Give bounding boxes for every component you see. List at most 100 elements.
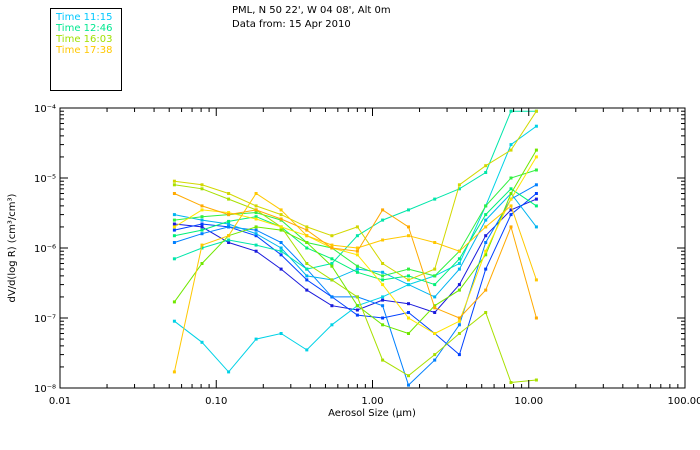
data-point [534, 168, 538, 172]
data-point [534, 109, 538, 113]
data-point [534, 204, 538, 208]
data-point [534, 183, 538, 187]
data-point [484, 204, 488, 208]
data-point [381, 358, 385, 362]
data-point [484, 213, 488, 217]
data-point [254, 211, 258, 215]
data-point [227, 241, 231, 244]
data-point [227, 222, 231, 226]
data-point [407, 274, 410, 278]
data-point [305, 241, 309, 244]
data-point [407, 383, 410, 387]
data-point [305, 267, 309, 271]
data-point [484, 288, 488, 292]
data-point [509, 204, 513, 208]
legend-entry: Time 12:46 [56, 23, 113, 34]
data-point [407, 316, 410, 320]
legend-entry: Time 17:38 [56, 45, 113, 56]
data-point [407, 234, 410, 238]
data-point [330, 304, 334, 308]
data-point [484, 253, 488, 257]
data-point [279, 267, 283, 271]
data-point [457, 316, 461, 320]
series-line [174, 125, 537, 373]
data-point [227, 192, 231, 195]
data-point [381, 283, 385, 287]
data-point [534, 278, 538, 282]
data-point [457, 353, 461, 357]
data-point [172, 300, 176, 304]
legend-entry: Time 11:15 [56, 12, 113, 23]
data-point [279, 225, 283, 229]
data-point [457, 288, 461, 292]
data-point [172, 179, 176, 183]
data-point [200, 187, 204, 191]
data-point [172, 192, 176, 195]
data-point [200, 232, 204, 236]
data-point [200, 208, 204, 212]
data-point [254, 208, 258, 212]
data-point [509, 197, 513, 201]
data-point [457, 249, 461, 253]
data-point [457, 319, 461, 323]
data-point [227, 197, 231, 201]
x-axis-label: Aerosol Size (µm) [328, 408, 416, 419]
data-point [484, 218, 488, 222]
data-point [484, 311, 488, 314]
data-point [433, 306, 437, 310]
data-point [227, 238, 231, 242]
data-point [457, 257, 461, 261]
data-point [433, 311, 437, 314]
data-point [407, 267, 410, 271]
data-point [484, 225, 488, 229]
data-point [172, 183, 176, 187]
data-point [355, 270, 359, 274]
data-point [381, 208, 385, 212]
data-point [381, 262, 385, 265]
data-point [330, 246, 334, 250]
x-tick-label: 100.00 [668, 396, 700, 407]
data-point [534, 225, 538, 229]
data-point [509, 176, 513, 180]
x-tick-label: 1.00 [361, 396, 383, 407]
y-tick-label: 10⁻⁷ [34, 314, 56, 325]
data-point [254, 234, 258, 238]
data-point [509, 109, 513, 113]
x-tick-label: 0.10 [205, 396, 227, 407]
data-point [305, 246, 309, 250]
data-point [433, 197, 437, 201]
data-point [279, 241, 283, 244]
data-point [407, 332, 410, 335]
data-point [254, 249, 258, 253]
data-point [457, 187, 461, 191]
data-point [279, 228, 283, 232]
data-point [254, 204, 258, 208]
data-point [433, 241, 437, 244]
data-point [200, 246, 204, 250]
data-point [305, 228, 309, 232]
data-point [330, 264, 334, 268]
date-label: Data from: 15 Apr 2010 [232, 19, 351, 30]
data-point [305, 348, 309, 352]
data-point [279, 213, 283, 217]
data-point [254, 192, 258, 195]
data-point [254, 243, 258, 247]
data-point [407, 283, 410, 287]
data-point [355, 267, 359, 271]
data-point [200, 218, 204, 222]
data-point [381, 270, 385, 274]
series-line [174, 110, 537, 270]
data-point [172, 241, 176, 244]
data-point [433, 267, 437, 271]
data-point [509, 213, 513, 217]
data-point [279, 249, 283, 253]
y-tick-label: 10⁻⁴ [34, 104, 56, 115]
data-point [509, 143, 513, 147]
data-point [254, 228, 258, 232]
axes-layer: 0.01 0.10 1.00 10.00 100.00 10⁻⁸ 10⁻⁷ 10⁻⁶ 10⁻⁵ 1… [34, 104, 700, 407]
data-point [172, 222, 176, 226]
data-point [381, 323, 385, 327]
data-point [355, 304, 359, 308]
y-tick-label: 10⁻⁵ [34, 174, 56, 185]
